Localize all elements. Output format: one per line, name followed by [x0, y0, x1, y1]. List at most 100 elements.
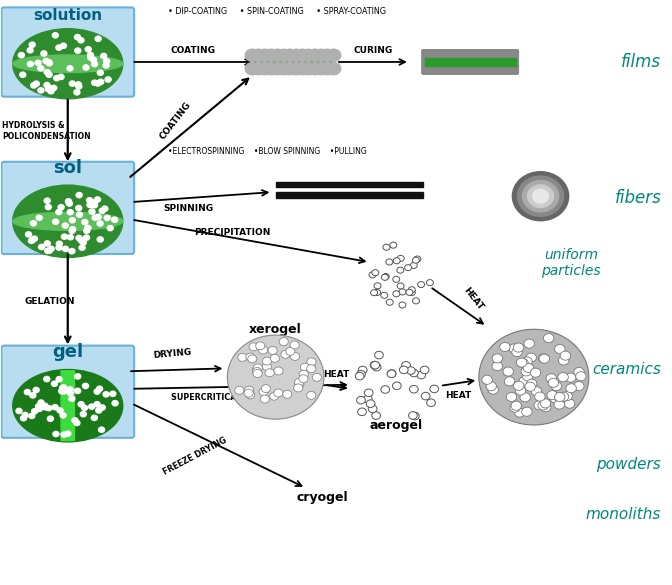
Circle shape — [270, 63, 284, 75]
Circle shape — [91, 199, 97, 205]
Circle shape — [52, 381, 58, 386]
Circle shape — [392, 382, 401, 390]
Circle shape — [371, 362, 380, 369]
Circle shape — [22, 412, 28, 418]
Circle shape — [530, 368, 541, 377]
FancyBboxPatch shape — [422, 50, 518, 74]
Circle shape — [235, 386, 244, 394]
Circle shape — [539, 354, 550, 363]
Circle shape — [544, 333, 554, 343]
Circle shape — [258, 49, 271, 61]
Circle shape — [85, 47, 91, 52]
Text: aerogel: aerogel — [370, 419, 423, 432]
Circle shape — [87, 198, 93, 203]
Circle shape — [58, 205, 64, 210]
Text: fibers: fibers — [614, 189, 661, 207]
Circle shape — [91, 415, 97, 421]
Circle shape — [283, 390, 292, 398]
Text: solution: solution — [33, 8, 102, 23]
Text: sol: sol — [53, 159, 82, 177]
Bar — [276, 192, 423, 198]
Circle shape — [374, 351, 383, 359]
Circle shape — [306, 364, 316, 373]
Circle shape — [30, 393, 36, 398]
Circle shape — [61, 432, 67, 438]
Circle shape — [417, 371, 425, 379]
Circle shape — [79, 245, 85, 250]
FancyBboxPatch shape — [1, 162, 134, 254]
Circle shape — [565, 373, 576, 382]
Circle shape — [65, 431, 71, 436]
Circle shape — [283, 49, 297, 61]
Circle shape — [264, 49, 278, 61]
Circle shape — [43, 58, 49, 64]
Circle shape — [245, 386, 254, 394]
Circle shape — [103, 58, 110, 64]
Circle shape — [399, 289, 406, 295]
Circle shape — [511, 401, 521, 410]
Circle shape — [525, 382, 536, 391]
Circle shape — [81, 240, 87, 245]
Circle shape — [91, 57, 97, 63]
Circle shape — [296, 63, 309, 75]
Circle shape — [44, 70, 50, 75]
Circle shape — [69, 396, 75, 401]
Circle shape — [69, 81, 75, 86]
Circle shape — [372, 270, 379, 276]
Text: monoliths: monoliths — [586, 507, 661, 522]
FancyBboxPatch shape — [61, 371, 75, 441]
Circle shape — [260, 395, 269, 403]
Circle shape — [268, 346, 278, 355]
Circle shape — [504, 377, 515, 386]
Circle shape — [270, 49, 284, 61]
Circle shape — [31, 82, 37, 88]
Circle shape — [407, 367, 415, 374]
Circle shape — [420, 366, 429, 374]
Circle shape — [370, 290, 378, 295]
Circle shape — [558, 392, 569, 401]
Circle shape — [554, 345, 565, 353]
Circle shape — [82, 219, 88, 225]
Text: cryogel: cryogel — [297, 491, 348, 504]
Circle shape — [95, 197, 101, 202]
Ellipse shape — [13, 185, 123, 257]
Text: PRECIPITATION: PRECIPITATION — [194, 228, 270, 238]
Circle shape — [253, 367, 261, 376]
Circle shape — [381, 386, 390, 393]
Circle shape — [369, 272, 376, 278]
Text: COATING: COATING — [158, 100, 192, 141]
Text: films: films — [621, 53, 661, 71]
Ellipse shape — [13, 370, 123, 442]
Circle shape — [294, 378, 304, 386]
Circle shape — [294, 384, 303, 392]
Circle shape — [87, 202, 93, 208]
Circle shape — [77, 212, 83, 218]
Circle shape — [521, 407, 532, 417]
Circle shape — [97, 386, 103, 391]
Circle shape — [28, 238, 34, 243]
Circle shape — [83, 65, 89, 70]
Circle shape — [372, 412, 380, 419]
Circle shape — [321, 63, 335, 75]
Circle shape — [327, 63, 341, 75]
Circle shape — [574, 367, 585, 377]
Circle shape — [526, 353, 536, 362]
Circle shape — [58, 74, 64, 80]
Circle shape — [509, 344, 519, 353]
Circle shape — [576, 371, 586, 381]
Circle shape — [83, 235, 89, 240]
Circle shape — [357, 397, 366, 404]
Text: DRYING: DRYING — [152, 347, 192, 360]
Circle shape — [56, 245, 62, 250]
Circle shape — [414, 256, 421, 262]
Circle shape — [103, 392, 109, 397]
Circle shape — [397, 256, 404, 261]
Circle shape — [405, 264, 412, 271]
Circle shape — [427, 399, 435, 407]
Circle shape — [393, 291, 400, 297]
Circle shape — [110, 391, 116, 397]
Circle shape — [36, 404, 42, 409]
Circle shape — [19, 72, 26, 77]
Circle shape — [397, 283, 404, 289]
Circle shape — [81, 411, 87, 417]
